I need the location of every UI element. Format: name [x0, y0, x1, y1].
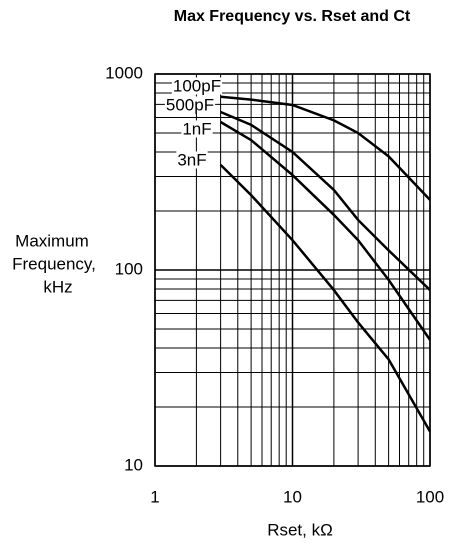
plot-frame [154, 73, 431, 467]
x-tick-label: 1 [150, 487, 159, 506]
y-tick-label: 10 [124, 455, 143, 474]
series-line [220, 110, 431, 291]
series-label: 1nF [182, 119, 211, 138]
label-background [171, 77, 223, 95]
series-line [220, 95, 431, 201]
y-tick-label: 1000 [105, 63, 143, 82]
series-line [219, 120, 432, 341]
y-tick-label: 100 [115, 259, 143, 278]
series-line [219, 163, 432, 433]
x-tick-label: 100 [416, 487, 444, 506]
y-axis-label: kHz [43, 277, 72, 296]
chart-title: Max Frequency vs. Rset and Ct [174, 8, 411, 25]
label-background [176, 151, 208, 169]
series-label: 100pF [173, 76, 221, 95]
series-label: 3nF [177, 150, 206, 169]
y-axis-label: Maximum [15, 231, 89, 250]
series-label: 500pF [166, 95, 214, 114]
y-axis-label: Frequency, [12, 254, 96, 273]
label-background [181, 120, 213, 138]
label-background [164, 96, 216, 114]
x-tick-label: 10 [283, 487, 302, 506]
x-axis-label: Rset, kΩ [267, 520, 333, 539]
